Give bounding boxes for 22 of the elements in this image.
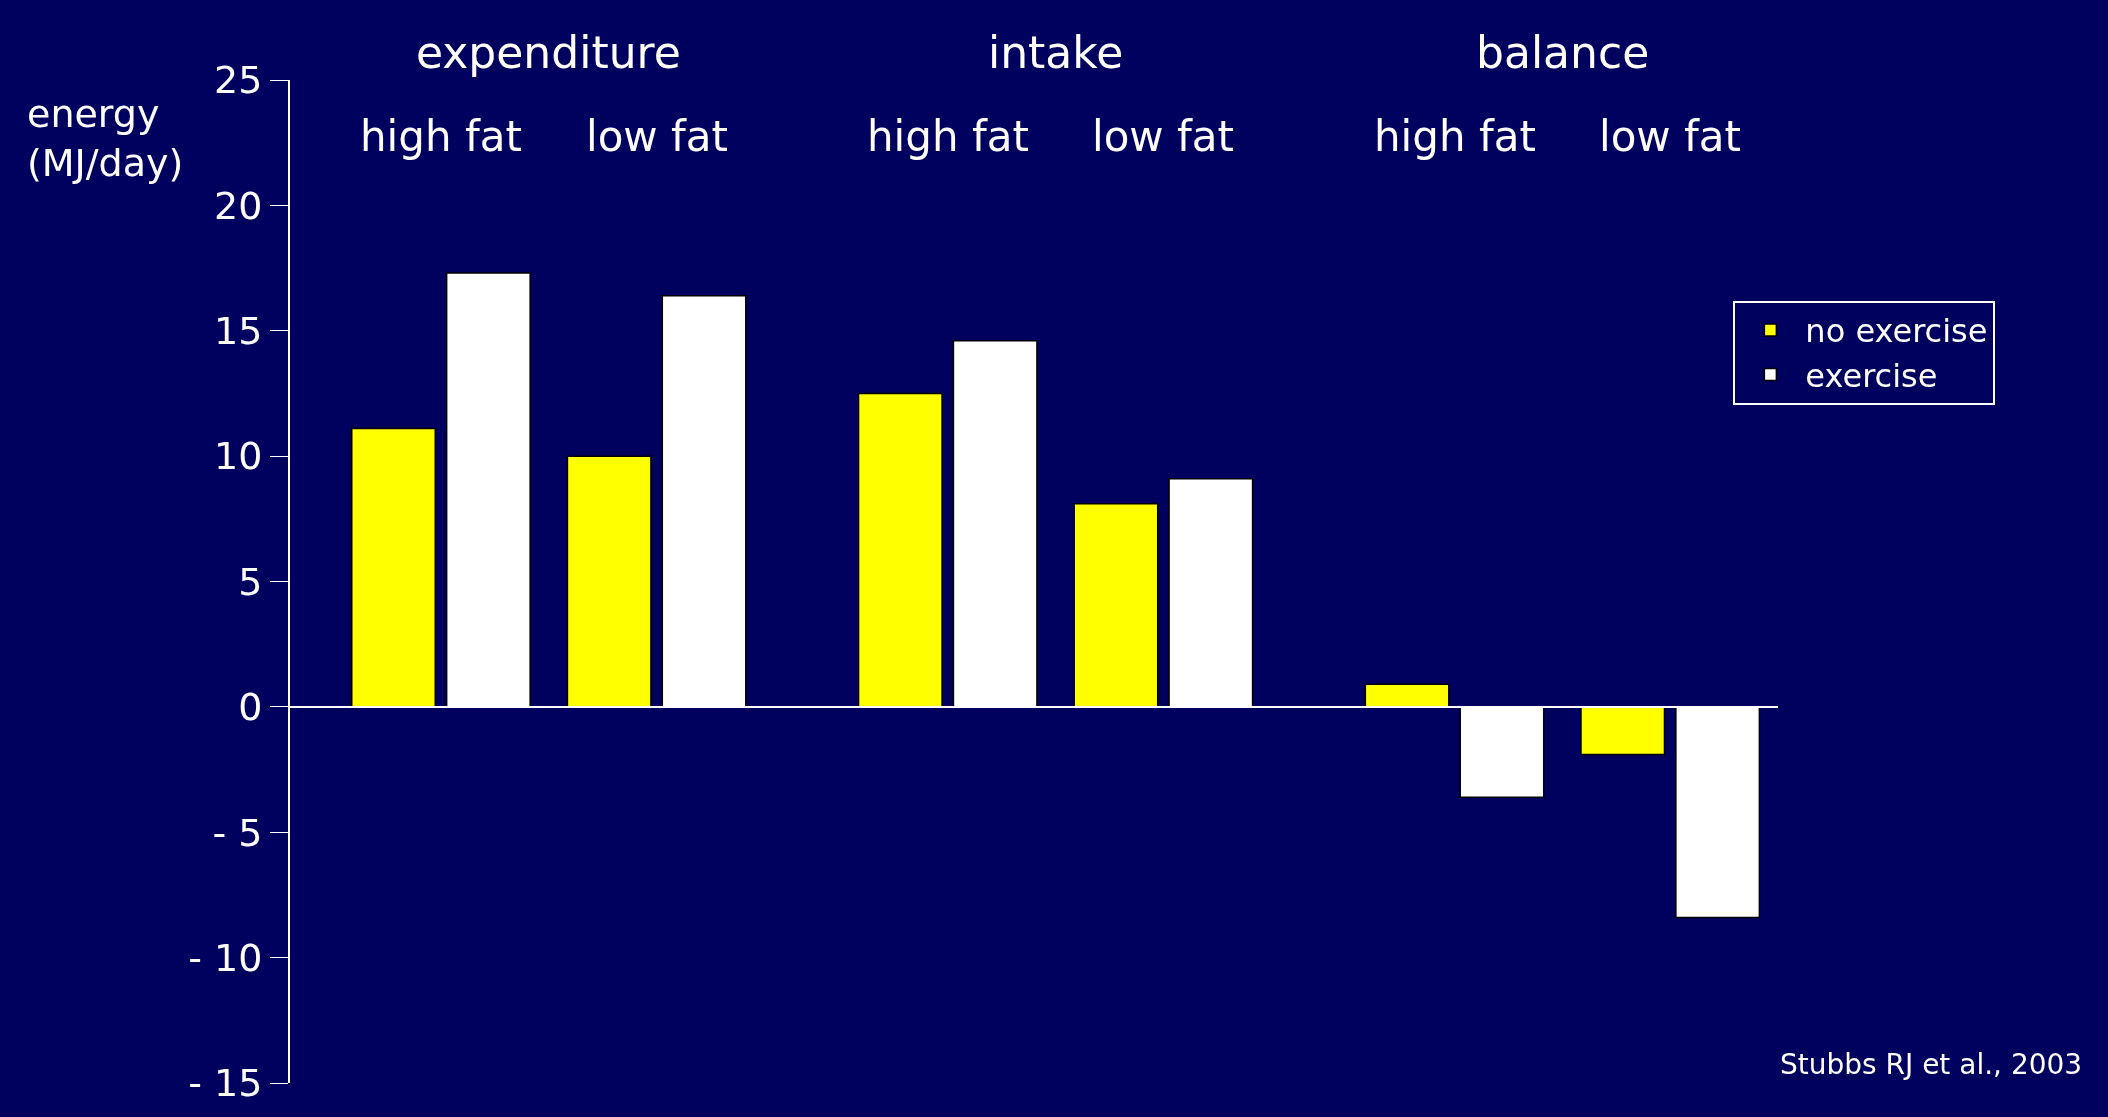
y-tick-label: 10 [214,434,263,479]
x-tick-label: high fat [360,112,522,161]
y-tick-label: 15 [214,309,263,354]
x-tick-label: high fat [1374,112,1536,161]
y-axis-title: energy (MJ/day) [27,92,184,186]
text: Stubbs RJ et al., 2003 [1780,1048,2083,1081]
x-tick-label: low fat [1092,112,1235,161]
x-tick-label: high fat [867,112,1029,161]
y-tick-label: 20 [214,183,263,228]
legend-label: no exercise [1805,312,1988,351]
x-tick-label: low fat [586,112,729,161]
y-tick-label: 0 [238,685,263,730]
text: intake [988,27,1124,78]
legend-label: exercise [1805,357,1938,396]
y-tick-label: 5 [238,559,263,604]
y-tick-label: - 10 [188,935,263,980]
text: expenditure [416,27,681,78]
y-tick-label: - 5 [212,810,263,855]
x-tick-label: low fat [1599,112,1742,161]
text: balance [1476,27,1650,78]
y-tick-label: 25 [214,58,263,103]
y-tick-label: - 15 [188,1061,263,1106]
